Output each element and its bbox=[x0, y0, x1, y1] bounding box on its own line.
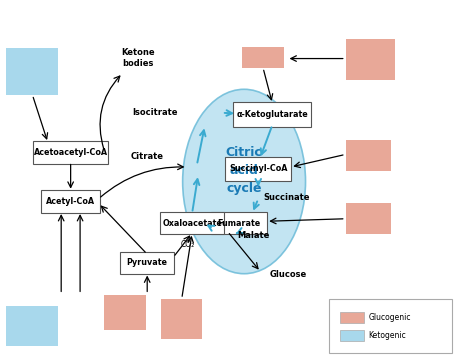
FancyBboxPatch shape bbox=[211, 212, 267, 234]
Text: Citrate: Citrate bbox=[131, 152, 164, 161]
FancyBboxPatch shape bbox=[329, 299, 452, 353]
Text: Oxaloacetate: Oxaloacetate bbox=[162, 219, 222, 228]
Text: Glucogenic: Glucogenic bbox=[368, 313, 411, 322]
FancyBboxPatch shape bbox=[6, 306, 58, 346]
Text: Pyruvate: Pyruvate bbox=[127, 258, 168, 268]
FancyBboxPatch shape bbox=[346, 39, 395, 80]
Text: Fumarate: Fumarate bbox=[218, 219, 261, 228]
FancyBboxPatch shape bbox=[104, 295, 146, 330]
FancyBboxPatch shape bbox=[41, 190, 100, 213]
Text: Ketogenic: Ketogenic bbox=[368, 331, 406, 340]
Text: Succinyl-CoA: Succinyl-CoA bbox=[229, 164, 288, 174]
FancyBboxPatch shape bbox=[346, 140, 391, 171]
FancyBboxPatch shape bbox=[346, 203, 391, 234]
FancyBboxPatch shape bbox=[340, 330, 364, 340]
FancyBboxPatch shape bbox=[161, 299, 201, 339]
Text: Glucose: Glucose bbox=[270, 270, 307, 279]
Text: Acetoacetyl-CoA: Acetoacetyl-CoA bbox=[34, 148, 108, 157]
Ellipse shape bbox=[182, 89, 306, 274]
Text: Acetyl-CoA: Acetyl-CoA bbox=[46, 197, 95, 206]
Text: CO₂: CO₂ bbox=[180, 240, 194, 249]
Text: α-Ketoglutarate: α-Ketoglutarate bbox=[237, 110, 308, 119]
FancyBboxPatch shape bbox=[225, 157, 292, 181]
FancyBboxPatch shape bbox=[6, 48, 58, 95]
Text: Citric
acid
cycle: Citric acid cycle bbox=[226, 146, 263, 195]
FancyBboxPatch shape bbox=[242, 46, 284, 68]
FancyBboxPatch shape bbox=[33, 141, 108, 164]
Text: Malate: Malate bbox=[237, 231, 269, 240]
Text: Ketone
bodies: Ketone bodies bbox=[121, 48, 155, 68]
FancyBboxPatch shape bbox=[160, 212, 224, 234]
Text: Succinate: Succinate bbox=[263, 193, 310, 202]
Text: Isocitrate: Isocitrate bbox=[132, 108, 178, 117]
FancyBboxPatch shape bbox=[120, 252, 174, 274]
FancyBboxPatch shape bbox=[234, 102, 311, 127]
FancyBboxPatch shape bbox=[340, 312, 364, 323]
